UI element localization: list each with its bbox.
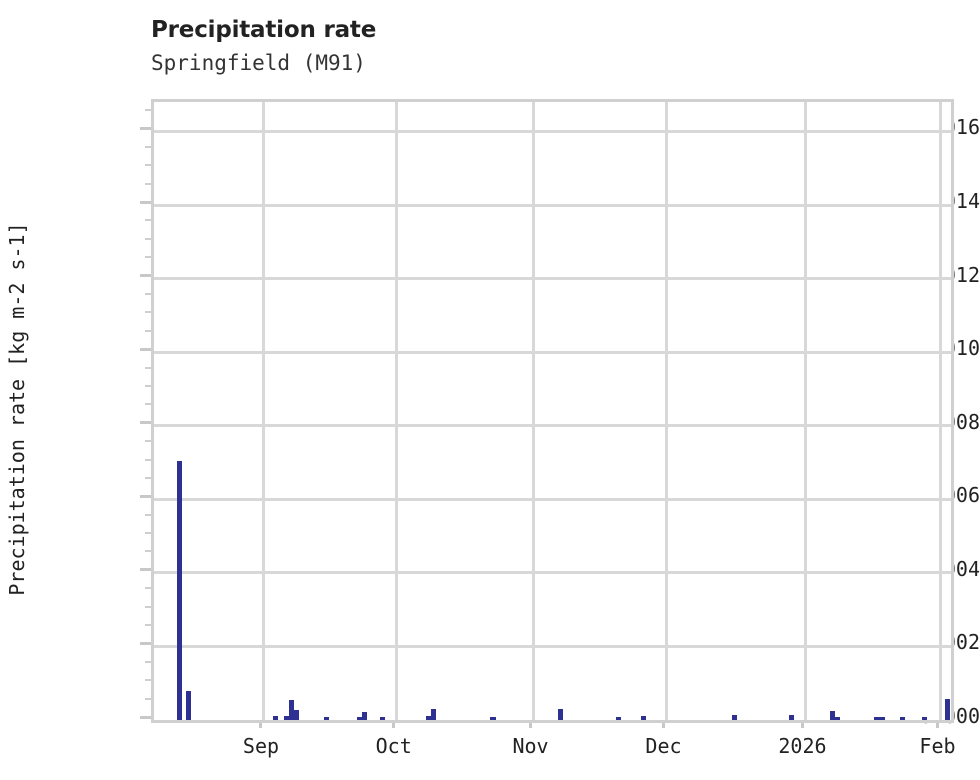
y-tick-minor — [145, 532, 151, 535]
y-tick-minor — [145, 605, 151, 608]
x-tick-label: Nov — [512, 734, 549, 758]
bar — [283, 715, 289, 720]
y-tick-mark — [140, 494, 151, 498]
y-tick-minor — [145, 679, 151, 682]
gridline-horizontal — [154, 644, 951, 648]
y-tick-minor — [145, 550, 151, 553]
x-tick-mark — [392, 720, 396, 728]
y-tick-mark — [140, 126, 151, 130]
page-title: Precipitation rate — [151, 17, 377, 43]
bar — [176, 460, 182, 720]
bar — [558, 709, 564, 720]
x-tick-label: Feb — [919, 734, 956, 758]
x-tick-label: Dec — [645, 734, 682, 758]
x-tick-label: Oct — [375, 734, 412, 758]
bar — [362, 712, 368, 720]
x-tick-mark — [259, 720, 263, 728]
y-tick-minor — [145, 182, 151, 185]
y-tick-minor — [145, 476, 151, 479]
gridline-vertical — [532, 102, 536, 720]
bar — [357, 716, 363, 720]
bar — [616, 716, 622, 720]
y-tick-minor — [145, 440, 151, 443]
y-tick-minor — [145, 329, 151, 332]
plot-area — [151, 99, 954, 723]
y-tick-minor — [145, 292, 151, 295]
y-tick-mark — [140, 641, 151, 645]
gridline-horizontal — [154, 277, 951, 281]
gridline-horizontal — [154, 350, 951, 354]
y-tick-minor — [145, 384, 151, 387]
bar — [425, 716, 431, 720]
gridline-horizontal — [154, 497, 951, 501]
y-tick-minor — [145, 403, 151, 406]
bar — [731, 714, 737, 720]
bar — [185, 690, 191, 720]
plot-inner — [154, 102, 951, 720]
y-tick-mark — [140, 715, 151, 719]
x-tick-label: 2026 — [778, 734, 827, 758]
x-tick-mark — [800, 720, 804, 728]
y-tick-minor — [145, 587, 151, 590]
y-tick-minor — [145, 311, 151, 314]
bar — [641, 716, 647, 720]
x-tick-mark — [661, 720, 665, 728]
gridline-horizontal — [154, 424, 951, 428]
y-tick-mark — [140, 347, 151, 351]
y-tick-minor — [145, 109, 151, 112]
bar — [945, 698, 951, 720]
gridline-horizontal — [154, 571, 951, 575]
y-tick-mark — [140, 200, 151, 204]
y-tick-minor — [145, 513, 151, 516]
x-tick-mark — [529, 720, 533, 728]
bar — [921, 717, 927, 720]
gridline-vertical — [664, 102, 668, 720]
bar — [272, 716, 278, 720]
gridline-horizontal — [154, 129, 951, 133]
bar — [430, 708, 436, 720]
y-tick-minor — [145, 237, 151, 240]
gridline-vertical — [262, 102, 266, 720]
y-tick-minor — [145, 366, 151, 369]
y-tick-mark — [140, 274, 151, 278]
y-tick-minor — [145, 697, 151, 700]
x-tick-label: Sep — [242, 734, 280, 758]
bar — [829, 711, 835, 720]
y-tick-minor — [145, 164, 151, 167]
gridline-horizontal — [154, 203, 951, 207]
y-tick-mark — [140, 421, 151, 425]
bar — [834, 716, 840, 720]
bar — [324, 716, 330, 720]
bar — [294, 710, 300, 720]
bar — [380, 717, 386, 720]
y-tick-minor — [145, 624, 151, 627]
gridline-vertical — [395, 102, 399, 720]
y-axis-label: Precipitation rate [kg m-2 s-1] — [5, 222, 29, 596]
y-tick-minor — [145, 145, 151, 148]
bar — [490, 717, 496, 720]
x-tick-mark — [935, 720, 939, 728]
y-tick-minor — [145, 458, 151, 461]
chart-subtitle: Springfield (M91) — [151, 51, 366, 75]
bar — [874, 717, 880, 720]
bar — [289, 700, 295, 720]
y-tick-minor — [145, 256, 151, 259]
y-tick-mark — [140, 568, 151, 572]
bar — [788, 715, 794, 720]
gridline-vertical — [938, 102, 942, 720]
bar — [879, 717, 885, 720]
gridline-vertical — [803, 102, 807, 720]
y-tick-minor — [145, 219, 151, 222]
y-tick-minor — [145, 660, 151, 663]
bar — [899, 717, 905, 720]
